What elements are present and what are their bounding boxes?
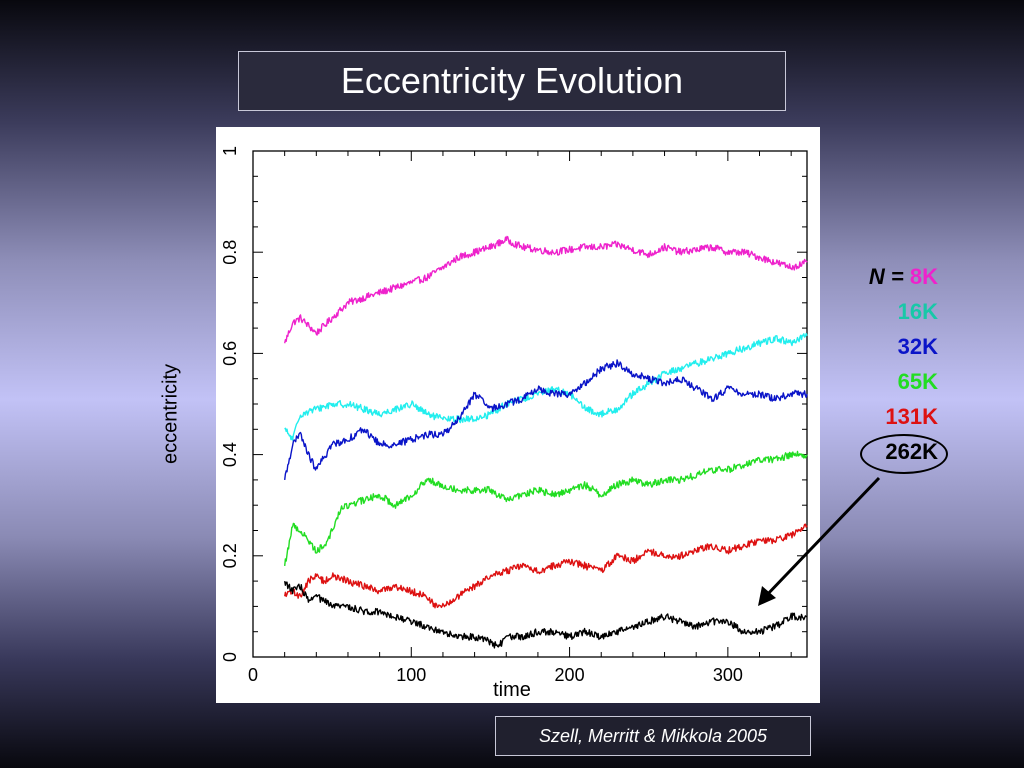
y-tick-label: 0.6 — [220, 341, 240, 366]
legend-label-131k: 131K — [885, 404, 938, 429]
series-line-32k — [284, 359, 808, 480]
series-line-65k — [284, 450, 808, 566]
citation: Szell, Merritt & Mikkola 2005 — [495, 716, 811, 756]
series-line-8k — [284, 235, 808, 344]
legend-label-16k: 16K — [897, 299, 938, 324]
y-axis-label: eccentricity — [159, 363, 182, 465]
legend-label-8k: 8K — [909, 264, 938, 289]
y-tick-label: 0 — [220, 652, 240, 662]
chart-panel: 0 100 200 300 0 0.2 0.4 0.6 0.8 1 time — [216, 127, 820, 703]
series-line-262k — [284, 580, 807, 649]
x-tick-label: 300 — [713, 665, 743, 685]
legend-row-32k: 32K — [898, 332, 938, 362]
y-tick-label: 0.8 — [220, 240, 240, 265]
series-line-16k — [284, 332, 808, 441]
legend-prefix: N = — [868, 264, 904, 289]
x-axis-label: time — [493, 679, 531, 701]
pointer-arrow — [758, 476, 881, 606]
y-tick-label: 0.2 — [220, 543, 240, 568]
x-tick-label: 100 — [396, 665, 426, 685]
legend-row-16k: 16K — [898, 297, 938, 327]
legend-row-65k: 65K — [898, 367, 938, 397]
legend-label-32k: 32K — [897, 334, 938, 359]
legend-row-8k: N = 8K — [869, 262, 938, 292]
eccentricity-chart: 0 100 200 300 0 0.2 0.4 0.6 0.8 1 time — [220, 146, 808, 701]
y-tick-label: 0.4 — [220, 442, 240, 467]
series-line-131k — [284, 523, 808, 609]
slide-title: Eccentricity Evolution — [238, 51, 786, 111]
x-tick-label: 0 — [248, 665, 258, 685]
x-tick-label: 200 — [555, 665, 585, 685]
y-tick-label: 1 — [220, 146, 240, 156]
legend-label-65k: 65K — [897, 369, 938, 394]
legend-row-131k: 131K — [885, 402, 938, 432]
highlight-circle — [860, 434, 948, 474]
